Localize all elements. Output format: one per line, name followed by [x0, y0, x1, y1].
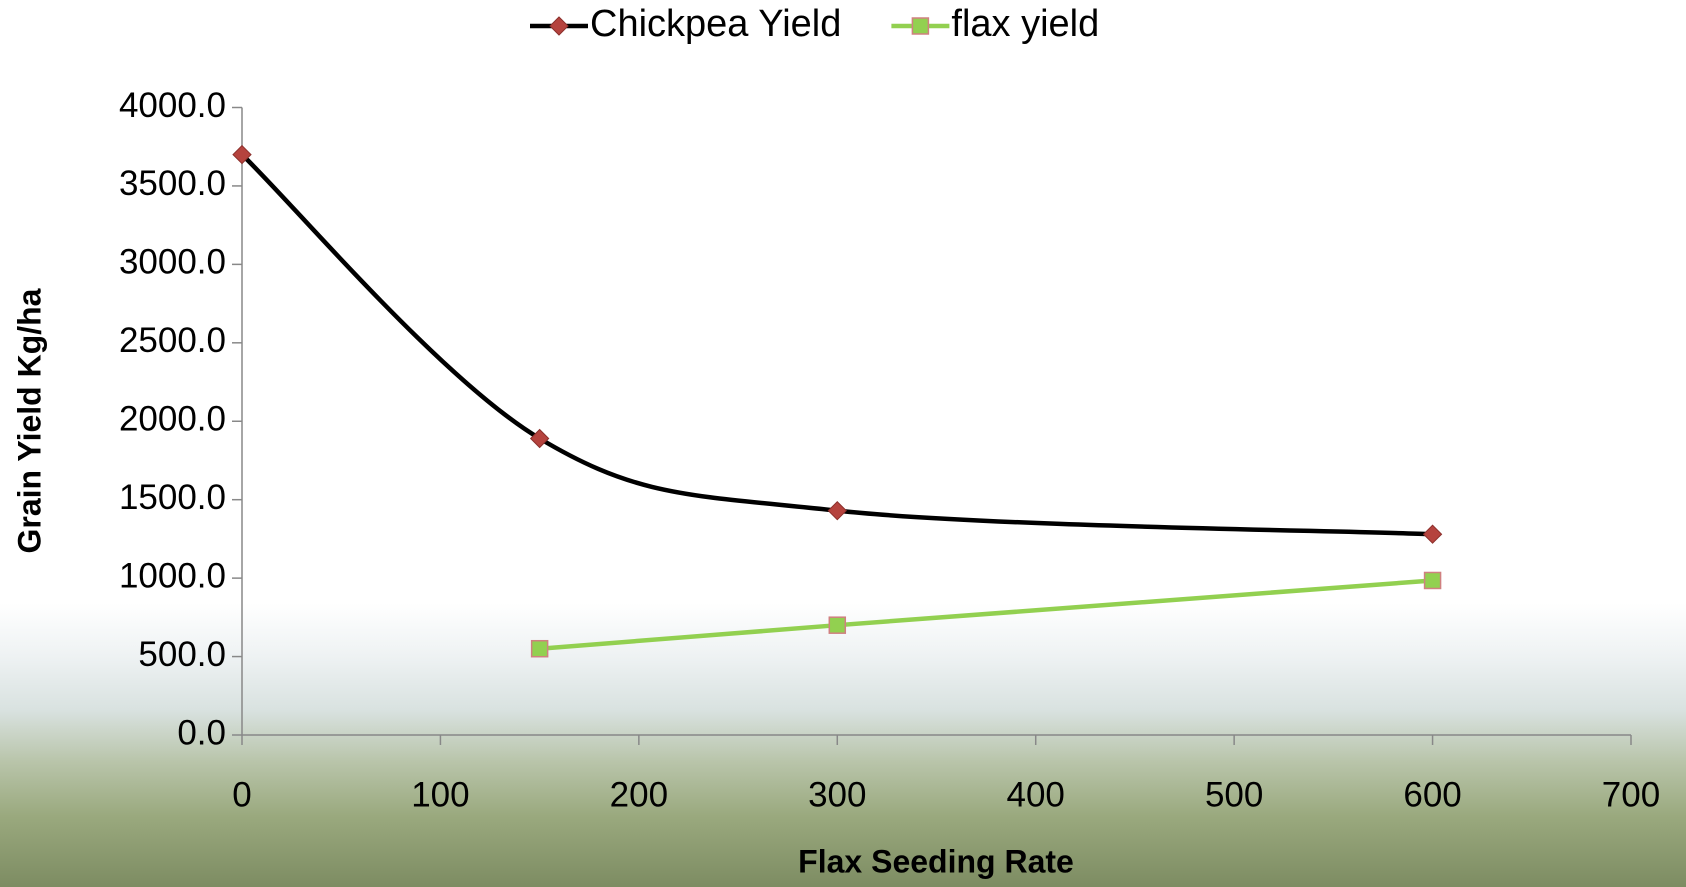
y-tick-label: 2500.0 [119, 321, 226, 360]
marker [828, 502, 846, 520]
y-tick-label: 1000.0 [119, 556, 226, 595]
series-line [540, 580, 1433, 648]
y-tick-label: 3500.0 [119, 164, 226, 203]
marker [532, 641, 548, 657]
x-tick-label: 200 [610, 775, 668, 814]
marker [829, 617, 845, 633]
y-tick-label: 0.0 [177, 713, 226, 752]
x-tick-label: 100 [411, 775, 469, 814]
y-tick-label: 4000.0 [119, 86, 226, 125]
y-tick-label: 3000.0 [119, 243, 226, 282]
x-tick-label: 500 [1205, 775, 1263, 814]
y-tick-label: 2000.0 [119, 400, 226, 439]
legend-marker [550, 17, 568, 35]
chart: Flax Seeding Rate Grain Yield Kg/ha 0.0 5… [0, 0, 1686, 887]
x-tick-label: 0 [232, 775, 251, 814]
marker [1425, 572, 1441, 588]
y-tick-label: 500.0 [138, 635, 226, 674]
x-tick-label: 700 [1602, 775, 1660, 814]
series-line [242, 155, 1433, 535]
x-axis-title: Flax Seeding Rate [798, 843, 1074, 879]
legend-label: Chickpea Yield [590, 3, 841, 45]
x-tick-label: 300 [808, 775, 866, 814]
marker [1424, 525, 1442, 543]
y-tick-label: 1500.0 [119, 478, 226, 517]
legend-label: flax yield [951, 3, 1099, 45]
y-axis-title: Grain Yield Kg/ha [11, 288, 47, 553]
legend-marker [912, 18, 928, 34]
x-tick-label: 400 [1007, 775, 1065, 814]
x-tick-label: 600 [1403, 775, 1461, 814]
